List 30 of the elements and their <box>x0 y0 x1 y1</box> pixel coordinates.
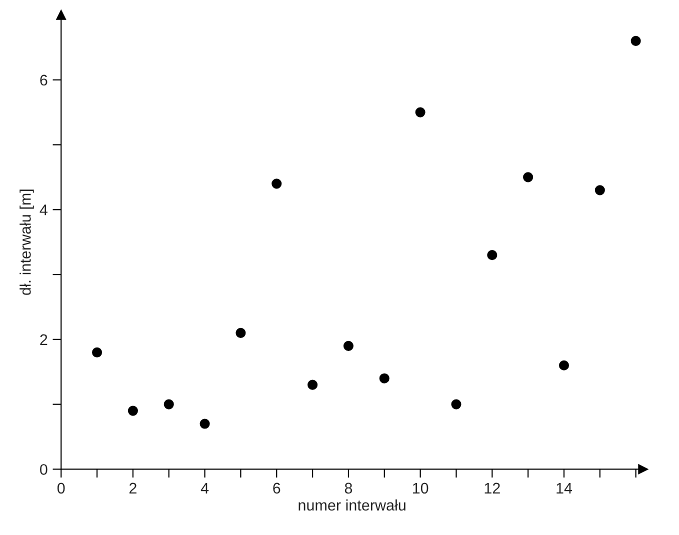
point <box>451 399 462 410</box>
x-tick-label: 14 <box>556 482 572 494</box>
y-tick-label: 2 <box>40 334 48 345</box>
x-tick-label: 0 <box>57 482 65 494</box>
point <box>128 406 138 416</box>
point <box>236 328 246 338</box>
point <box>308 380 318 390</box>
y-axis-title: dł. interwału [m] <box>20 190 34 295</box>
point <box>200 418 210 429</box>
x-axis-title: numer interwału <box>298 499 406 511</box>
x-tick-label: 6 <box>273 482 280 494</box>
x-tick-label: 12 <box>484 482 500 494</box>
point <box>523 172 534 182</box>
point <box>594 185 605 196</box>
point <box>487 250 498 260</box>
x-tick-label: 4 <box>200 482 209 494</box>
y-tick-label: 0 <box>40 464 48 475</box>
y-tick-label: 6 <box>40 74 48 86</box>
x-tick-label: 8 <box>344 482 352 494</box>
point <box>558 360 570 370</box>
x-tick-label: 10 <box>412 482 428 494</box>
y-tick-label: 4 <box>40 204 48 216</box>
point <box>92 347 102 358</box>
point <box>272 178 282 189</box>
point <box>379 373 390 384</box>
point <box>164 399 174 410</box>
point <box>630 36 641 46</box>
x-tick-label: 2 <box>129 482 136 494</box>
point <box>343 340 354 351</box>
point <box>415 107 426 118</box>
